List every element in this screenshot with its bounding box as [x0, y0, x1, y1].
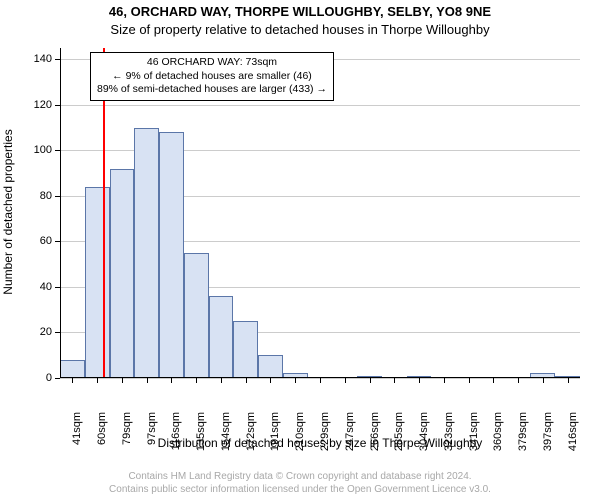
ytick-label: 100 [26, 144, 52, 156]
xtick-mark [122, 378, 123, 383]
xtick-mark [543, 378, 544, 383]
xtick-label: 210sqm [294, 412, 306, 462]
histogram-bar [110, 169, 135, 378]
y-axis-line [60, 48, 61, 378]
xtick-label: 416sqm [567, 412, 579, 462]
chart-title: 46, ORCHARD WAY, THORPE WILLOUGHBY, SELB… [0, 4, 600, 19]
xtick-mark [469, 378, 470, 383]
histogram-bar [60, 360, 85, 378]
xtick-label: 172sqm [245, 412, 257, 462]
xtick-mark [394, 378, 395, 383]
xtick-label: 60sqm [96, 412, 108, 462]
xtick-label: 341sqm [468, 412, 480, 462]
y-axis-label: Number of detached properties [1, 112, 15, 312]
xtick-label: 379sqm [517, 412, 529, 462]
xtick-mark [171, 378, 172, 383]
xtick-mark [345, 378, 346, 383]
xtick-mark [246, 378, 247, 383]
copyright-line: Contains public sector information licen… [0, 483, 600, 496]
xtick-mark [444, 378, 445, 383]
ytick-label: 0 [26, 372, 52, 384]
ytick-mark [55, 105, 60, 106]
xtick-mark [493, 378, 494, 383]
xtick-label: 304sqm [418, 412, 430, 462]
ytick-mark [55, 332, 60, 333]
xtick-label: 191sqm [269, 412, 281, 462]
ytick-label: 140 [26, 53, 52, 65]
histogram-bar [134, 128, 159, 378]
gridline [60, 105, 580, 106]
xtick-label: 79sqm [121, 412, 133, 462]
xtick-label: 41sqm [71, 412, 83, 462]
copyright: Contains HM Land Registry data © Crown c… [0, 470, 600, 496]
histogram-chart: 46, ORCHARD WAY, THORPE WILLOUGHBY, SELB… [0, 0, 600, 500]
xtick-mark [320, 378, 321, 383]
histogram-bar [159, 132, 184, 378]
xtick-label: 116sqm [170, 412, 182, 462]
annotation-line: 46 ORCHARD WAY: 73sqm [97, 56, 327, 70]
xtick-label: 229sqm [319, 412, 331, 462]
xtick-mark [97, 378, 98, 383]
ytick-label: 60 [26, 235, 52, 247]
histogram-bar [233, 321, 258, 378]
ytick-label: 80 [26, 190, 52, 202]
annotation-box: 46 ORCHARD WAY: 73sqm ← 9% of detached h… [90, 52, 334, 101]
xtick-label: 247sqm [344, 412, 356, 462]
xtick-mark [72, 378, 73, 383]
chart-subtitle: Size of property relative to detached ho… [0, 22, 600, 37]
annotation-line: 89% of semi-detached houses are larger (… [97, 83, 327, 97]
histogram-bar [184, 253, 209, 378]
histogram-bar [209, 296, 234, 378]
histogram-bar [85, 187, 110, 378]
histogram-bar [258, 355, 283, 378]
ytick-label: 40 [26, 281, 52, 293]
ytick-mark [55, 59, 60, 60]
xtick-label: 97sqm [146, 412, 158, 462]
xtick-mark [147, 378, 148, 383]
xtick-label: 323sqm [443, 412, 455, 462]
xtick-label: 285sqm [393, 412, 405, 462]
xtick-label: 397sqm [542, 412, 554, 462]
xtick-mark [196, 378, 197, 383]
xtick-mark [221, 378, 222, 383]
xtick-mark [370, 378, 371, 383]
ytick-label: 120 [26, 99, 52, 111]
xtick-label: 154sqm [220, 412, 232, 462]
xtick-label: 360sqm [492, 412, 504, 462]
xtick-label: 266sqm [369, 412, 381, 462]
xtick-mark [419, 378, 420, 383]
xtick-mark [568, 378, 569, 383]
xtick-mark [295, 378, 296, 383]
xtick-mark [270, 378, 271, 383]
ytick-mark [55, 150, 60, 151]
annotation-line: ← 9% of detached houses are smaller (46) [97, 70, 327, 84]
ytick-mark [55, 378, 60, 379]
ytick-mark [55, 196, 60, 197]
copyright-line: Contains HM Land Registry data © Crown c… [0, 470, 600, 483]
xtick-mark [518, 378, 519, 383]
xtick-label: 135sqm [195, 412, 207, 462]
ytick-mark [55, 287, 60, 288]
ytick-mark [55, 241, 60, 242]
ytick-label: 20 [26, 326, 52, 338]
